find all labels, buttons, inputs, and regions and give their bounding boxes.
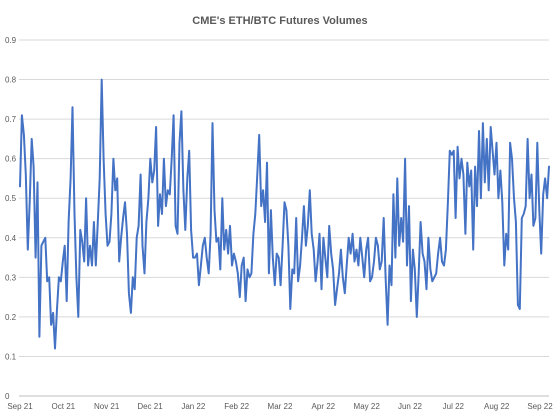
y-tick-label: 0.6 <box>5 155 17 164</box>
y-axis-tick-labels: 0 0.1 0.2 0.3 0.4 0.5 0.6 0.7 0.8 0.9 <box>5 36 17 401</box>
chart-title: CME's ETH/BTC Futures Volumes <box>192 15 367 27</box>
y-tick-label: 0.2 <box>5 313 17 322</box>
series-line <box>19 78 550 350</box>
x-tick-label: Jan 22 <box>181 402 206 411</box>
x-tick-label: May 22 <box>354 402 381 411</box>
gridlines <box>19 39 549 397</box>
y-tick-label: 0.9 <box>5 36 17 45</box>
y-tick-label: 0 <box>5 392 10 401</box>
x-axis-tick-labels: Sep 21 Oct 21 Nov 21 Dec 21 Jan 22 Feb 22 Mar … <box>7 402 553 411</box>
y-tick-label: 0.8 <box>5 76 17 85</box>
x-tick-label: Feb 22 <box>224 402 249 411</box>
x-tick-label: Apr 22 <box>312 402 336 411</box>
y-tick-label: 0.3 <box>5 273 17 282</box>
y-tick-label: 0.5 <box>5 194 17 203</box>
x-tick-label: Sep 22 <box>527 402 553 411</box>
x-tick-label: Oct 21 <box>52 402 76 411</box>
y-tick-label: 0.4 <box>5 234 17 243</box>
x-tick-label: Jun 22 <box>398 402 423 411</box>
x-tick-label: Sep 21 <box>7 402 33 411</box>
series-group <box>19 78 550 350</box>
x-tick-label: Aug 22 <box>484 402 510 411</box>
x-tick-label: Mar 22 <box>268 402 293 411</box>
y-tick-label: 0.7 <box>5 115 17 124</box>
x-tick-label: Jul 22 <box>443 402 465 411</box>
x-tick-label: Nov 21 <box>94 402 120 411</box>
x-tick-label: Dec 21 <box>137 402 163 411</box>
y-tick-label: 0.1 <box>5 352 17 361</box>
